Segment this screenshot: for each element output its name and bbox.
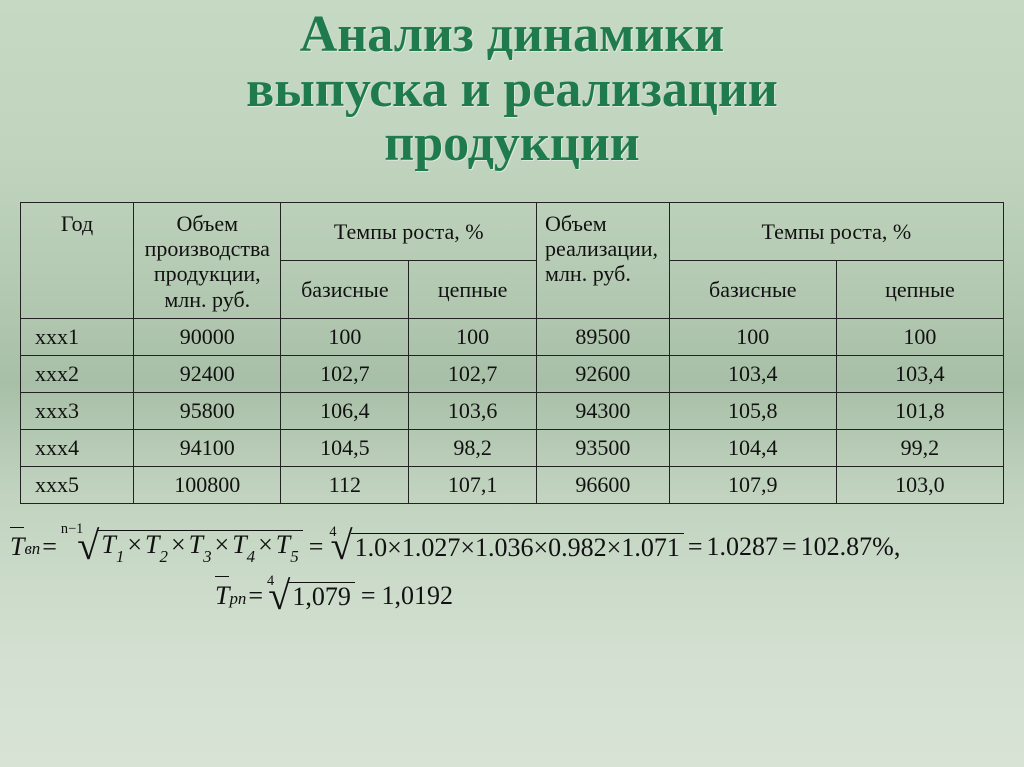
cell-prod: 92400	[134, 355, 281, 392]
table-row: xxx19000010010089500100100	[21, 318, 1004, 355]
cell-base2: 104,4	[669, 429, 836, 466]
data-table-container: Год Объем производства продукции, млн. р…	[0, 172, 1024, 504]
table-row: xxx5100800112107,196600107,9103,0	[21, 466, 1004, 503]
cell-sales: 92600	[537, 355, 670, 392]
f2-radicand: 1,079	[288, 582, 355, 610]
f1-sub: вп	[24, 539, 40, 559]
cell-base1: 100	[281, 318, 409, 355]
formulas-block: Tвп = n−1 √ T1×T2×T3×T4×T5 = 4 √ 1.0×1.0…	[0, 504, 1024, 611]
cell-year: xxx3	[21, 392, 134, 429]
cell-chain1: 103,6	[409, 392, 537, 429]
cell-year: xxx1	[21, 318, 134, 355]
cell-prod: 100800	[134, 466, 281, 503]
formula-1: Tвп = n−1 √ T1×T2×T3×T4×T5 = 4 √ 1.0×1.0…	[10, 530, 1014, 563]
f2-T: T	[215, 581, 229, 610]
col-base-2: базисные	[669, 260, 836, 318]
f1-result-percent: 102.87%,	[801, 532, 901, 562]
f2-result: 1,0192	[381, 581, 453, 611]
table-row: xxx494100104,598,293500104,499,2	[21, 429, 1004, 466]
cell-base2: 103,4	[669, 355, 836, 392]
cell-base1: 102,7	[281, 355, 409, 392]
f1-numeric-radicand: 1.0×1.027×1.036×0.982×1.071	[351, 533, 684, 561]
cell-year: xxx4	[21, 429, 134, 466]
cell-chain2: 103,4	[836, 355, 1003, 392]
f1-root-numeric: 4 √ 1.0×1.027×1.036×0.982×1.071	[329, 532, 683, 560]
title-line-1: Анализ динамики	[300, 6, 725, 63]
cell-chain2: 101,8	[836, 392, 1003, 429]
cell-chain1: 102,7	[409, 355, 537, 392]
cell-sales: 96600	[537, 466, 670, 503]
cell-base2: 100	[669, 318, 836, 355]
cell-prod: 90000	[134, 318, 281, 355]
cell-chain2: 99,2	[836, 429, 1003, 466]
f1-root-symbolic: n−1 √ T1×T2×T3×T4×T5	[61, 530, 303, 563]
col-growth1: Темпы роста, %	[281, 202, 537, 260]
f2-root: 4 √ 1,079	[267, 582, 355, 610]
cell-chain1: 98,2	[409, 429, 537, 466]
cell-base2: 107,9	[669, 466, 836, 503]
cell-prod: 94100	[134, 429, 281, 466]
cell-chain2: 103,0	[836, 466, 1003, 503]
col-year: Год	[21, 202, 134, 318]
col-prod: Объем производства продукции, млн. руб.	[134, 202, 281, 318]
title-line-2: выпуска и реализации	[246, 61, 778, 118]
cell-chain1: 107,1	[409, 466, 537, 503]
col-sales: Объем реализации, млн. руб.	[537, 202, 670, 318]
table-row: xxx292400102,7102,792600103,4103,4	[21, 355, 1004, 392]
cell-chain1: 100	[409, 318, 537, 355]
cell-base1: 112	[281, 466, 409, 503]
formula-2: Tрп = 4 √ 1,079 = 1,0192	[10, 581, 1014, 611]
cell-prod: 95800	[134, 392, 281, 429]
cell-base1: 104,5	[281, 429, 409, 466]
table-body: xxx19000010010089500100100xxx292400102,7…	[21, 318, 1004, 503]
f2-sub: рп	[229, 589, 246, 609]
cell-base2: 105,8	[669, 392, 836, 429]
cell-year: xxx5	[21, 466, 134, 503]
cell-base1: 106,4	[281, 392, 409, 429]
col-base-1: базисные	[281, 260, 409, 318]
col-chain-2: цепные	[836, 260, 1003, 318]
cell-year: xxx2	[21, 355, 134, 392]
dynamics-table: Год Объем производства продукции, млн. р…	[20, 202, 1004, 504]
col-growth2: Темпы роста, %	[669, 202, 1003, 260]
slide-title: Анализ динамики выпуска и реализации про…	[0, 0, 1024, 172]
cell-sales: 93500	[537, 429, 670, 466]
cell-chain2: 100	[836, 318, 1003, 355]
cell-sales: 89500	[537, 318, 670, 355]
table-row: xxx395800106,4103,694300105,8101,8	[21, 392, 1004, 429]
f1-T: T	[10, 532, 24, 561]
cell-sales: 94300	[537, 392, 670, 429]
col-chain-1: цепные	[409, 260, 537, 318]
title-line-3: продукции	[384, 115, 640, 172]
f1-result-decimal: 1.0287	[707, 532, 779, 562]
